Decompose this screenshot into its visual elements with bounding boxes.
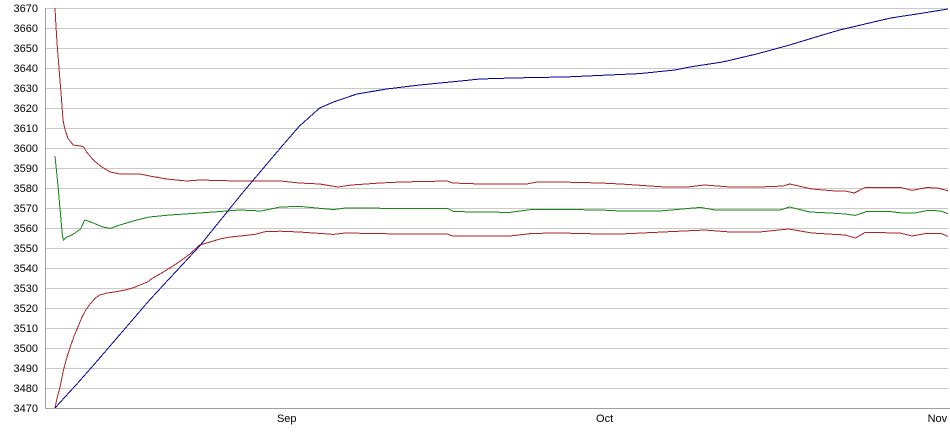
series-upper_red_band (54, 7, 949, 194)
x-tick-label: Oct (596, 413, 614, 425)
y-tick-label: 3560 (13, 223, 38, 235)
y-tick-label: 3550 (13, 243, 38, 255)
y-tick-label: 3470 (13, 403, 38, 415)
x-tick-label: Sep (276, 413, 297, 425)
y-tick-label: 3620 (13, 103, 38, 115)
y-tick-label: 3510 (13, 323, 38, 335)
y-tick-label: 3500 (13, 343, 38, 355)
y-tick-label: 3630 (13, 83, 38, 95)
series-lower_red_band (54, 228, 949, 409)
y-tick-label: 3490 (13, 363, 38, 375)
x-tick-label: Nov (927, 413, 948, 425)
y-tick-label: 3610 (13, 123, 38, 135)
y-tick-label: 3480 (13, 383, 38, 395)
y-tick-label: 3590 (13, 163, 38, 175)
y-tick-label: 3530 (13, 283, 38, 295)
y-tick-label: 3670 (13, 3, 38, 15)
y-tick-label: 3600 (13, 143, 38, 155)
y-tick-label: 3520 (13, 303, 38, 315)
series-green_mid_line (54, 155, 949, 241)
y-tick-label: 3580 (13, 183, 38, 195)
y-tick-label: 3640 (13, 63, 38, 75)
series-blue_trend_line (54, 8, 949, 409)
y-tick-label: 3660 (13, 23, 38, 35)
y-tick-label: 3570 (13, 203, 38, 215)
y-tick-label: 3540 (13, 263, 38, 275)
y-tick-label: 3650 (13, 43, 38, 55)
